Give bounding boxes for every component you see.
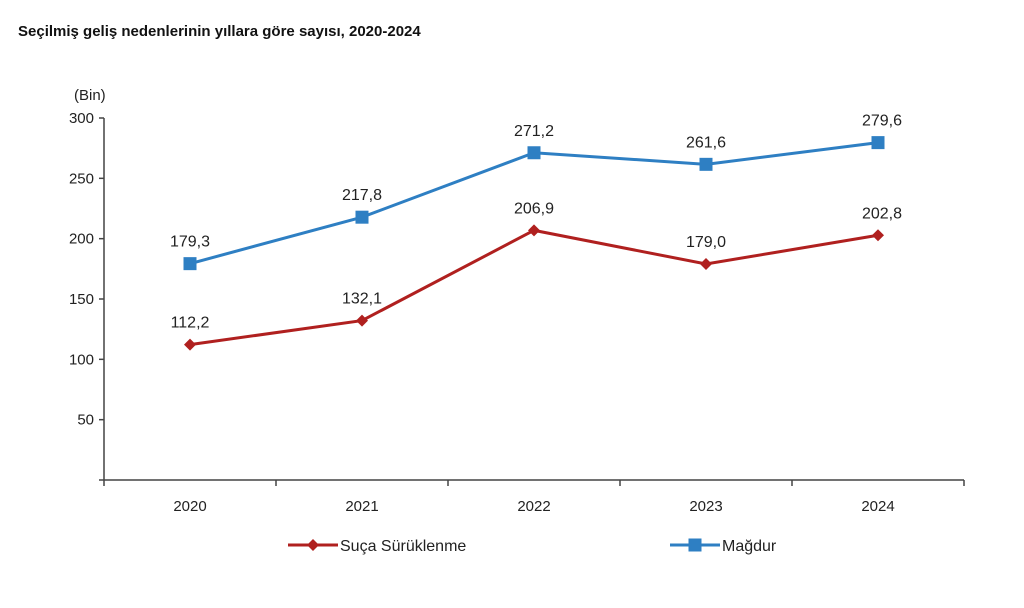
x-tick-label: 2023 bbox=[689, 498, 722, 515]
series-magdur: 179,3 217,8 271,2 261,6 279,6 bbox=[170, 113, 902, 271]
data-label: 112,2 bbox=[171, 315, 210, 332]
series-line bbox=[189, 228, 879, 347]
y-tick-label: 150 bbox=[69, 291, 94, 308]
legend-label: Mağdur bbox=[722, 538, 777, 555]
data-label: 261,6 bbox=[686, 134, 726, 151]
data-label: 217,8 bbox=[342, 187, 382, 204]
data-point bbox=[872, 229, 884, 242]
legend-marker bbox=[688, 538, 702, 552]
data-label: 132,1 bbox=[342, 291, 382, 308]
chart-title: Seçilmiş geliş nedenlerinin yıllara göre… bbox=[18, 23, 421, 40]
data-label: 271,2 bbox=[514, 123, 554, 140]
data-point bbox=[355, 210, 369, 224]
axes: 50 100 150 200 250 300 2020 2021 2022 2023 2024 bbox=[69, 110, 965, 515]
y-tick-label: 200 bbox=[69, 231, 94, 248]
y-tick-label: 250 bbox=[69, 170, 94, 187]
data-label: 179,0 bbox=[686, 234, 726, 251]
legend-item: Suça Sürüklenme bbox=[288, 538, 466, 555]
y-tick-label: 100 bbox=[69, 351, 94, 368]
series-suca-suruklenme: 112,2 132,1 206,9 179,0 202,8 bbox=[171, 200, 902, 351]
x-tick-label: 2022 bbox=[517, 498, 550, 515]
y-tick-label: 300 bbox=[69, 110, 94, 127]
data-point bbox=[527, 146, 541, 160]
legend-label: Suça Sürüklenme bbox=[340, 538, 466, 555]
legend: Suça Sürüklenme Mağdur bbox=[288, 538, 777, 555]
data-point bbox=[528, 224, 540, 237]
data-point bbox=[700, 258, 712, 271]
data-label: 279,6 bbox=[862, 113, 902, 130]
data-label: 179,3 bbox=[170, 234, 210, 251]
data-point bbox=[184, 338, 196, 351]
x-tick-label: 2021 bbox=[345, 498, 378, 515]
y-axis-unit-label: (Bin) bbox=[74, 87, 106, 104]
data-point bbox=[356, 314, 368, 327]
data-point bbox=[699, 157, 713, 171]
data-label: 202,8 bbox=[862, 205, 902, 222]
x-tick-label: 2024 bbox=[861, 498, 894, 515]
data-point bbox=[183, 257, 197, 271]
legend-item: Mağdur bbox=[670, 538, 777, 555]
y-tick-label: 50 bbox=[77, 412, 94, 429]
series-group: 112,2 132,1 206,9 179,0 202,8 179,3 217,8 271,2… bbox=[170, 113, 902, 351]
legend-marker bbox=[307, 539, 319, 551]
x-tick-label: 2020 bbox=[173, 498, 206, 515]
data-point bbox=[871, 136, 885, 150]
data-label: 206,9 bbox=[514, 200, 554, 217]
